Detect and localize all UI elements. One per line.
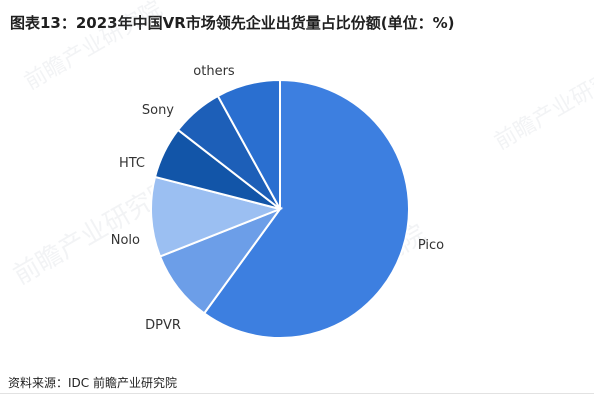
pie-slice-nolo [150,175,284,258]
chart-title: 图表13：2023年中国VR市场领先企业出货量占比份额(单位：%) [10,14,455,32]
bottom-divider [0,393,594,394]
pie-label-nolo: Nolo [111,233,140,248]
pie-slices [150,78,410,339]
watermark-text: 前瞻产业研究院 [21,0,167,95]
pie-label-pico: Pico [418,238,444,253]
pie-label-dpvr: DPVR [145,318,181,333]
pie-label-htc: HTC [119,156,145,171]
pie-labels: Pico DPVR Nolo HTC Sony others [111,64,444,333]
pie-label-sony: Sony [142,103,174,118]
watermark-text: 前瞻产业研究院 [491,57,594,156]
pie-slice-pico [202,78,410,339]
pie-slice-others [216,78,281,210]
source-note: 资料来源：IDC 前瞻产业研究院 [8,376,177,390]
pie-label-others: others [193,64,235,79]
